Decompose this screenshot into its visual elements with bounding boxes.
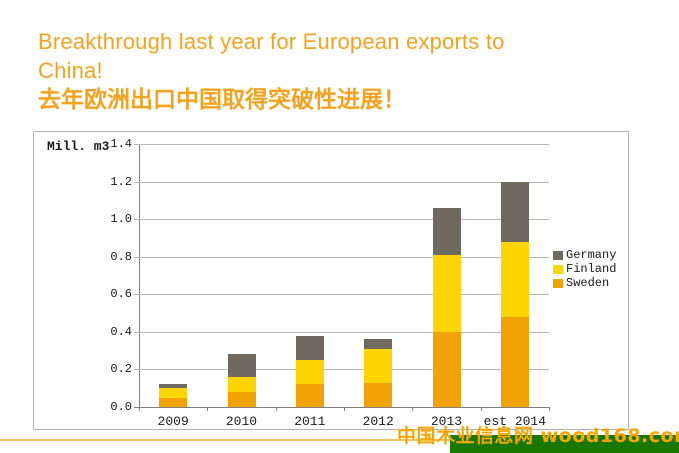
bar-segment-finland — [364, 348, 393, 383]
legend-label: Sweden — [566, 276, 610, 290]
x-tick-mark — [344, 407, 345, 411]
y-tick-label: 0.4 — [110, 324, 132, 339]
bar-segment-finland — [500, 241, 529, 317]
gridline — [134, 331, 549, 333]
x-tick-mark — [549, 407, 550, 411]
legend-label: Finland — [566, 262, 617, 276]
y-tick-label: 1.2 — [110, 174, 132, 189]
gridline — [134, 144, 549, 145]
bar-segment-germany — [364, 339, 393, 349]
bar-segment-germany — [295, 335, 324, 361]
x-tick-label: 2013 — [430, 414, 463, 429]
bar-segment-finland — [227, 376, 256, 392]
bar-segment-germany — [227, 354, 256, 377]
x-tick-label: est 2014 — [483, 414, 547, 429]
bar-segment-finland — [159, 388, 188, 398]
legend-swatch-germany — [553, 250, 563, 260]
legend-swatch-finland — [553, 264, 563, 274]
legend-item-sweden: Sweden — [553, 276, 616, 290]
watermark-text: 中国木业信息网 wood168.com — [397, 425, 679, 447]
bar-segment-sweden — [227, 391, 256, 407]
x-axis-line — [134, 407, 549, 408]
x-tick-mark — [481, 407, 482, 411]
y-tick-label: 0.6 — [110, 287, 132, 302]
bar-segment-sweden — [295, 384, 324, 407]
gridline — [134, 369, 549, 371]
x-tick-label: 2010 — [225, 414, 258, 429]
chart: Mill. m3 Germany Finland Sweden 0.0 0.2 0.4 0… — [33, 131, 629, 430]
y-tick-label: 0.0 — [110, 400, 132, 414]
legend: Germany Finland Sweden — [553, 248, 616, 290]
slide-title: Breakthrough last year for European expo… — [38, 27, 505, 85]
slide-title-line2: China! — [38, 58, 103, 83]
y-axis-title: Mill. m3 — [47, 139, 110, 154]
bar-segment-sweden — [364, 382, 393, 407]
watermark-background — [450, 435, 679, 453]
x-tick-mark — [139, 407, 140, 411]
bar-segment-sweden — [500, 316, 529, 407]
y-tick-label: 0.2 — [110, 362, 132, 377]
gridline — [134, 181, 549, 183]
legend-label: Germany — [566, 248, 617, 262]
gridline — [134, 219, 549, 221]
slide-subtitle-chinese: 去年欧洲出口中国取得突破性进展！ — [38, 86, 406, 112]
legend-item-germany: Germany — [553, 248, 616, 262]
bar-segment-germany — [159, 384, 188, 389]
y-tick-label: 1.0 — [110, 212, 132, 227]
bar-segment-finland — [295, 360, 324, 385]
x-tick-label: 2011 — [294, 414, 326, 429]
y-tick-label: 1.4 — [110, 137, 132, 151]
y-tick-label: 0.8 — [110, 249, 132, 264]
x-tick-mark — [207, 407, 208, 411]
x-tick-mark — [276, 407, 277, 411]
bar-segment-germany — [432, 207, 461, 255]
bar-segment-sweden — [432, 331, 461, 407]
footer-divider — [0, 439, 679, 441]
x-tick-label: 2012 — [362, 414, 394, 429]
bar-segment-sweden — [159, 397, 188, 407]
slide-title-line1: Breakthrough last year for European expo… — [38, 29, 505, 54]
x-tick-label: 2009 — [157, 414, 189, 429]
bar-segment-finland — [432, 254, 461, 332]
bar-segment-germany — [500, 181, 529, 242]
y-axis-line — [139, 144, 140, 408]
gridline — [134, 256, 549, 258]
legend-item-finland: Finland — [553, 262, 616, 276]
gridline — [134, 294, 549, 296]
legend-swatch-sweden — [553, 278, 563, 288]
x-tick-mark — [412, 407, 413, 411]
